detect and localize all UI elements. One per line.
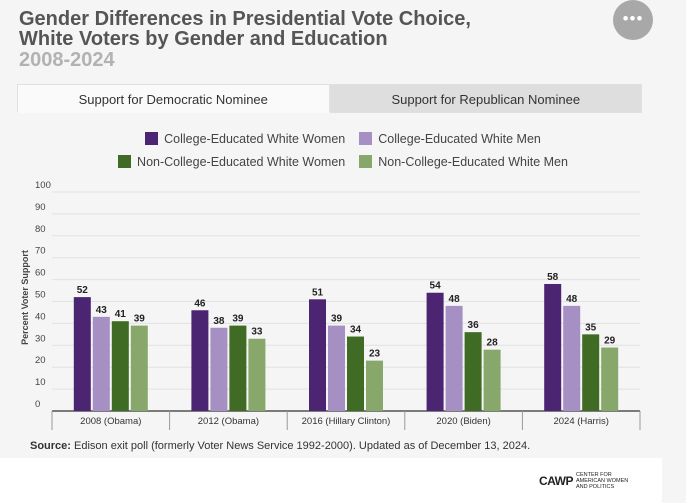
legend-item-noncollege-men[interactable]: Non-College-Educated White Men xyxy=(359,155,568,169)
legend-item-noncollege-women[interactable]: Non-College-Educated White Women xyxy=(118,155,345,169)
source-label: Source: xyxy=(30,440,71,452)
logo-tagline: CENTER FOR AMERICAN WOMEN AND POLITICS xyxy=(576,472,629,490)
legend-item-college-women[interactable]: College-Educated White Women xyxy=(145,132,345,146)
x-tick-label: 2016 (Hillary Clinton) xyxy=(302,416,391,427)
data-label: 29 xyxy=(604,335,616,346)
x-tick-label: 2024 (Harris) xyxy=(553,416,608,427)
data-label: 23 xyxy=(369,349,381,360)
data-label: 34 xyxy=(350,325,362,336)
y-tick-label: 40 xyxy=(35,311,46,322)
y-axis-title: Percent Voter Support xyxy=(20,250,30,345)
chart-card: Gender Differences in Presidential Vote … xyxy=(0,0,686,452)
y-tick-label: 20 xyxy=(35,355,46,366)
data-label: 28 xyxy=(487,338,499,349)
data-label: 51 xyxy=(312,287,324,298)
data-label: 38 xyxy=(213,316,225,327)
data-label: 33 xyxy=(251,327,263,338)
data-label: 52 xyxy=(77,285,89,296)
tab-bar: Support for Democratic Nominee Support f… xyxy=(17,84,642,113)
bar xyxy=(464,332,482,411)
data-label: 41 xyxy=(115,309,127,320)
y-tick-label: 80 xyxy=(35,224,46,235)
logo-wordmark: CAWP xyxy=(539,474,574,488)
legend-label: Non-College-Educated White Women xyxy=(137,154,346,169)
data-label: 36 xyxy=(468,320,480,331)
bar xyxy=(130,325,148,411)
tab-democratic-nominee[interactable]: Support for Democratic Nominee xyxy=(17,84,330,113)
legend-item-college-men[interactable]: College-Educated White Men xyxy=(359,132,541,146)
chart-title: Gender Differences in Presidential Vote … xyxy=(19,9,471,70)
bar xyxy=(229,325,247,411)
data-label: 48 xyxy=(566,294,578,305)
data-label: 54 xyxy=(430,281,442,292)
bar xyxy=(210,327,228,411)
bar xyxy=(601,347,619,411)
y-tick-label: 60 xyxy=(35,268,46,279)
title-line-1: Gender Differences in Presidential Vote … xyxy=(19,8,471,30)
footer: CAWP CENTER FOR AMERICAN WOMEN AND POLIT… xyxy=(0,458,662,503)
chart-legend: College-Educated White Women College-Edu… xyxy=(0,127,686,173)
more-dots-icon: ••• xyxy=(622,9,644,28)
bar xyxy=(544,283,562,411)
legend-label: College-Educated White Women xyxy=(164,131,346,146)
x-tick-label: 2008 (Obama) xyxy=(80,416,141,427)
x-tick-label: 2012 (Obama) xyxy=(198,416,259,427)
more-options-button[interactable]: ••• xyxy=(613,0,653,40)
bar xyxy=(92,316,110,411)
title-year-range: 2008-2024 xyxy=(19,49,115,71)
data-label: 58 xyxy=(547,272,559,283)
data-label: 39 xyxy=(134,314,146,325)
bar xyxy=(582,334,600,411)
data-label: 35 xyxy=(585,322,597,333)
y-tick-label: 10 xyxy=(35,377,46,388)
data-label: 39 xyxy=(232,314,244,325)
title-line-2: White Voters by Gender and Education xyxy=(19,28,388,50)
legend-swatch xyxy=(359,155,373,168)
source-note: Source: Edison exit poll (formerly Voter… xyxy=(30,440,530,452)
bar xyxy=(328,325,345,411)
bar xyxy=(309,299,326,411)
legend-label: Non-College-Educated White Men xyxy=(378,154,568,169)
data-label: 46 xyxy=(194,298,206,309)
cawp-logo[interactable]: CAWP CENTER FOR AMERICAN WOMEN AND POLIT… xyxy=(539,472,634,490)
bar xyxy=(366,360,383,411)
bar xyxy=(426,292,444,411)
bar xyxy=(73,297,91,411)
x-tick-label: 2020 (Biden) xyxy=(436,416,490,427)
data-label: 48 xyxy=(449,294,461,305)
legend-label: College-Educated White Men xyxy=(378,131,541,146)
y-tick-label: 90 xyxy=(35,202,46,213)
bar-chart: 0 10 20 30 40 50 60 70 80 90 100 Percent Voter Supp… xyxy=(20,180,641,430)
y-tick-label: 0 xyxy=(35,399,40,410)
source-text: Edison exit poll (formerly Voter News Se… xyxy=(74,440,531,452)
bar xyxy=(347,336,364,411)
bar xyxy=(445,305,463,411)
bar xyxy=(483,349,501,411)
bar xyxy=(111,321,129,411)
bar xyxy=(563,305,581,411)
legend-swatch xyxy=(118,155,132,168)
bar xyxy=(191,310,209,411)
data-label: 43 xyxy=(96,305,108,316)
legend-swatch xyxy=(359,132,373,145)
y-tick-label: 50 xyxy=(35,290,46,301)
legend-swatch xyxy=(145,132,159,145)
y-tick-label: 30 xyxy=(35,333,46,344)
tab-republican-nominee[interactable]: Support for Republican Nominee xyxy=(329,84,642,113)
y-tick-label: 70 xyxy=(35,246,46,257)
bar xyxy=(248,338,266,411)
y-tick-label: 100 xyxy=(35,180,51,191)
data-label: 39 xyxy=(331,314,343,325)
